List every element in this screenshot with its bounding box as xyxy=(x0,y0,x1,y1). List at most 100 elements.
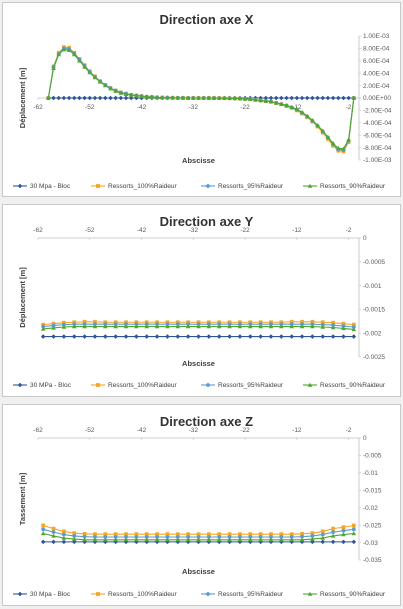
data-point xyxy=(299,95,305,101)
data-point xyxy=(268,537,274,542)
data-point xyxy=(71,536,77,541)
data-point xyxy=(294,106,300,111)
data-point xyxy=(61,95,67,101)
data-point xyxy=(46,95,51,100)
data-point xyxy=(269,320,273,325)
y-axis-title: Déplacement [m] xyxy=(18,67,27,128)
data-point xyxy=(238,535,242,539)
data-point xyxy=(103,322,108,327)
chart-title: Direction axe X xyxy=(160,12,254,27)
legend-swatch-marker xyxy=(307,183,313,188)
data-point xyxy=(185,334,191,339)
data-point xyxy=(93,535,97,539)
x-tick-label: -2 xyxy=(346,427,352,434)
data-point xyxy=(300,322,304,327)
data-point xyxy=(335,95,341,101)
y-tick-label: -0.025 xyxy=(363,522,382,529)
data-point xyxy=(279,322,284,327)
data-point xyxy=(325,134,331,139)
data-point xyxy=(175,320,180,325)
data-point xyxy=(351,523,356,528)
data-point xyxy=(82,322,87,327)
data-point xyxy=(144,532,149,537)
x-tick-label: -32 xyxy=(189,227,199,234)
legend-swatch-marker xyxy=(307,382,313,387)
data-point xyxy=(61,529,66,534)
data-point xyxy=(227,334,232,339)
data-point xyxy=(77,58,82,63)
data-point xyxy=(273,100,279,105)
data-point xyxy=(351,325,356,329)
data-point xyxy=(51,526,56,531)
data-point xyxy=(242,96,248,101)
x-tick-label: -12 xyxy=(292,227,302,234)
data-point xyxy=(51,539,56,545)
data-point xyxy=(41,324,46,329)
data-point xyxy=(341,525,346,530)
data-point xyxy=(61,47,67,52)
data-point xyxy=(216,95,222,100)
data-point xyxy=(134,320,139,325)
data-point xyxy=(279,532,284,537)
legend-label: Ressorts_90%Raideur xyxy=(320,183,386,190)
data-point xyxy=(113,320,118,325)
data-point xyxy=(155,322,159,327)
data-point xyxy=(175,334,181,339)
x-tick-label: -62 xyxy=(33,227,43,234)
data-point xyxy=(196,532,201,537)
data-point xyxy=(310,536,315,541)
data-point xyxy=(103,324,108,329)
data-point xyxy=(335,145,341,150)
data-point xyxy=(196,324,201,329)
data-point xyxy=(320,535,326,540)
x-tick-label: -12 xyxy=(292,427,302,434)
data-point xyxy=(51,95,56,101)
data-point xyxy=(341,532,346,537)
data-point xyxy=(41,527,46,532)
chart-y: Direction axe Y -62 -52 -42 -32 -22 -12 -2 0 -0.0… xyxy=(13,214,386,389)
data-point xyxy=(196,320,201,325)
data-point xyxy=(113,322,118,327)
data-point xyxy=(82,319,87,324)
data-point xyxy=(248,532,253,537)
data-point xyxy=(268,334,274,339)
data-point xyxy=(351,95,357,100)
data-point xyxy=(165,535,170,539)
data-point xyxy=(144,322,149,327)
data-point xyxy=(330,533,336,538)
data-point xyxy=(269,322,273,327)
data-point xyxy=(263,95,269,101)
data-point xyxy=(82,324,87,329)
data-point xyxy=(279,537,284,542)
data-point xyxy=(134,93,139,98)
data-point xyxy=(175,532,180,537)
data-point xyxy=(299,537,305,542)
data-point xyxy=(103,535,108,539)
data-point xyxy=(206,537,212,542)
legend-label: Ressorts_100%Raideur xyxy=(108,382,177,389)
data-point xyxy=(134,334,139,339)
data-point xyxy=(196,334,201,339)
legend-swatch-marker xyxy=(17,382,23,388)
data-point xyxy=(289,334,294,339)
data-point xyxy=(113,88,118,93)
data-point xyxy=(258,532,263,537)
y-tick-label: 0.00E+00 xyxy=(363,95,391,102)
legend-label: Ressorts_90%Raideur xyxy=(320,591,386,598)
y-tick-label: -0.0005 xyxy=(363,259,385,266)
data-point xyxy=(40,334,46,339)
data-point xyxy=(258,537,263,542)
data-point xyxy=(72,531,77,536)
x-tick-label: -32 xyxy=(189,427,199,434)
data-point xyxy=(124,322,128,327)
data-point xyxy=(289,95,294,101)
data-point xyxy=(185,324,191,329)
legend-swatch-marker xyxy=(206,383,210,387)
data-point xyxy=(273,95,279,101)
data-point xyxy=(315,122,320,127)
data-point xyxy=(124,535,128,539)
data-point xyxy=(320,334,326,339)
data-point xyxy=(289,322,294,327)
y-tick-label: -2.00E-04 xyxy=(363,108,392,115)
data-point xyxy=(185,95,191,100)
